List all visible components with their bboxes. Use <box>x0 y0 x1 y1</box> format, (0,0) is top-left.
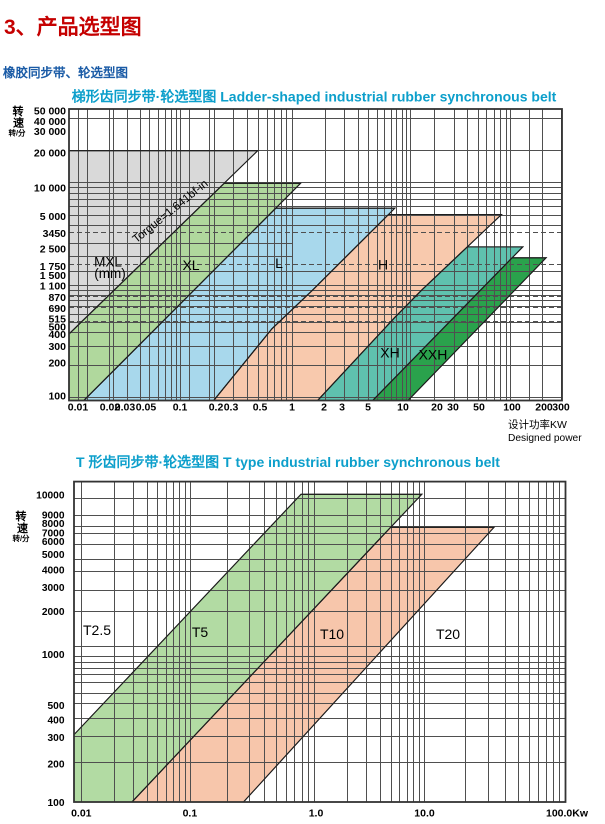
svg-text:0.01: 0.01 <box>71 808 92 820</box>
svg-text:2 500: 2 500 <box>40 244 66 256</box>
svg-text:0.3: 0.3 <box>224 402 239 414</box>
svg-text:0.02: 0.02 <box>100 402 121 414</box>
svg-text:0.5: 0.5 <box>253 402 268 414</box>
svg-text:0.01: 0.01 <box>68 402 89 414</box>
svg-text:10.0: 10.0 <box>414 808 435 820</box>
svg-text:4000: 4000 <box>42 566 65 577</box>
svg-text:1 100: 1 100 <box>40 281 66 293</box>
svg-text:8000: 8000 <box>42 519 65 530</box>
svg-text:3450: 3450 <box>43 228 67 240</box>
svg-text:3: 3 <box>339 402 345 414</box>
svg-text:200: 200 <box>535 402 553 414</box>
svg-text:转/分: 转/分 <box>12 533 30 543</box>
svg-text:10000: 10000 <box>36 491 65 502</box>
svg-text:0.1: 0.1 <box>173 402 188 414</box>
svg-text:5000: 5000 <box>42 550 65 561</box>
svg-text:100: 100 <box>503 402 521 414</box>
svg-text:10: 10 <box>397 402 409 414</box>
svg-text:2000: 2000 <box>42 607 65 618</box>
svg-text:XXH: XXH <box>419 347 448 363</box>
svg-text:T10: T10 <box>320 626 344 642</box>
svg-text:T2.5: T2.5 <box>83 622 111 638</box>
svg-text:3000: 3000 <box>42 583 65 594</box>
svg-text:1 500: 1 500 <box>40 270 66 282</box>
svg-text:速: 速 <box>17 521 28 535</box>
svg-text:515: 515 <box>48 314 66 326</box>
svg-text:L: L <box>275 255 283 271</box>
svg-text:5 000: 5 000 <box>40 211 66 223</box>
svg-text:MXL: MXL <box>94 254 122 269</box>
svg-text:7000: 7000 <box>42 528 65 539</box>
svg-text:20 000: 20 000 <box>34 148 66 160</box>
svg-text:H: H <box>378 256 388 272</box>
svg-text:0.03: 0.03 <box>115 402 136 414</box>
svg-text:50: 50 <box>473 402 485 414</box>
svg-text:500: 500 <box>48 322 66 334</box>
svg-text:6000: 6000 <box>42 537 65 548</box>
svg-text:50 000: 50 000 <box>34 106 66 118</box>
svg-text:2: 2 <box>321 402 327 414</box>
svg-text:40 000: 40 000 <box>34 116 66 128</box>
svg-text:T5: T5 <box>192 624 209 640</box>
svg-text:T 形齿同步带·轮选型图 T type industria: T 形齿同步带·轮选型图 T type industrial rubber sy… <box>76 454 500 470</box>
svg-text:0.1: 0.1 <box>183 808 198 820</box>
svg-text:XH: XH <box>380 345 399 361</box>
svg-text:30 000: 30 000 <box>34 126 66 138</box>
svg-text:0.05: 0.05 <box>136 402 157 414</box>
svg-text:300: 300 <box>48 733 65 744</box>
svg-text:300: 300 <box>48 341 66 353</box>
svg-text:梯形齿同步带·轮选型图 Ladder-shaped ind: 梯形齿同步带·轮选型图 Ladder-shaped industrial rub… <box>72 89 557 105</box>
svg-text:T20: T20 <box>436 626 460 642</box>
svg-text:1: 1 <box>289 402 295 414</box>
svg-text:30: 30 <box>447 402 459 414</box>
svg-text:设计功率KW: 设计功率KW <box>508 418 567 431</box>
svg-text:500: 500 <box>48 701 65 712</box>
svg-text:5: 5 <box>365 402 371 414</box>
svg-text:20: 20 <box>431 402 443 414</box>
svg-text:0.2: 0.2 <box>209 402 224 414</box>
svg-text:9000: 9000 <box>42 511 65 522</box>
svg-text:转/分: 转/分 <box>8 127 26 137</box>
svg-text:XL: XL <box>182 257 199 273</box>
svg-text:870: 870 <box>48 292 66 304</box>
svg-text:转: 转 <box>16 509 27 523</box>
svg-text:400: 400 <box>48 716 65 727</box>
svg-text:400: 400 <box>48 329 66 341</box>
svg-text:1000: 1000 <box>42 650 65 661</box>
svg-text:10 000: 10 000 <box>34 183 66 195</box>
svg-text:200: 200 <box>48 760 65 771</box>
svg-text:转: 转 <box>13 104 24 118</box>
svg-text:Designed power: Designed power <box>508 433 582 444</box>
svg-text:100.0Kw: 100.0Kw <box>546 808 589 820</box>
svg-text:300: 300 <box>552 402 570 414</box>
svg-text:速: 速 <box>13 115 24 129</box>
svg-text:1 750: 1 750 <box>40 261 66 273</box>
svg-text:200: 200 <box>48 358 66 370</box>
svg-text:690: 690 <box>48 303 66 315</box>
svg-text:100: 100 <box>48 391 66 403</box>
svg-text:100: 100 <box>48 798 65 809</box>
svg-text:1.0: 1.0 <box>309 808 324 820</box>
svg-text:(mm): (mm) <box>94 266 125 281</box>
